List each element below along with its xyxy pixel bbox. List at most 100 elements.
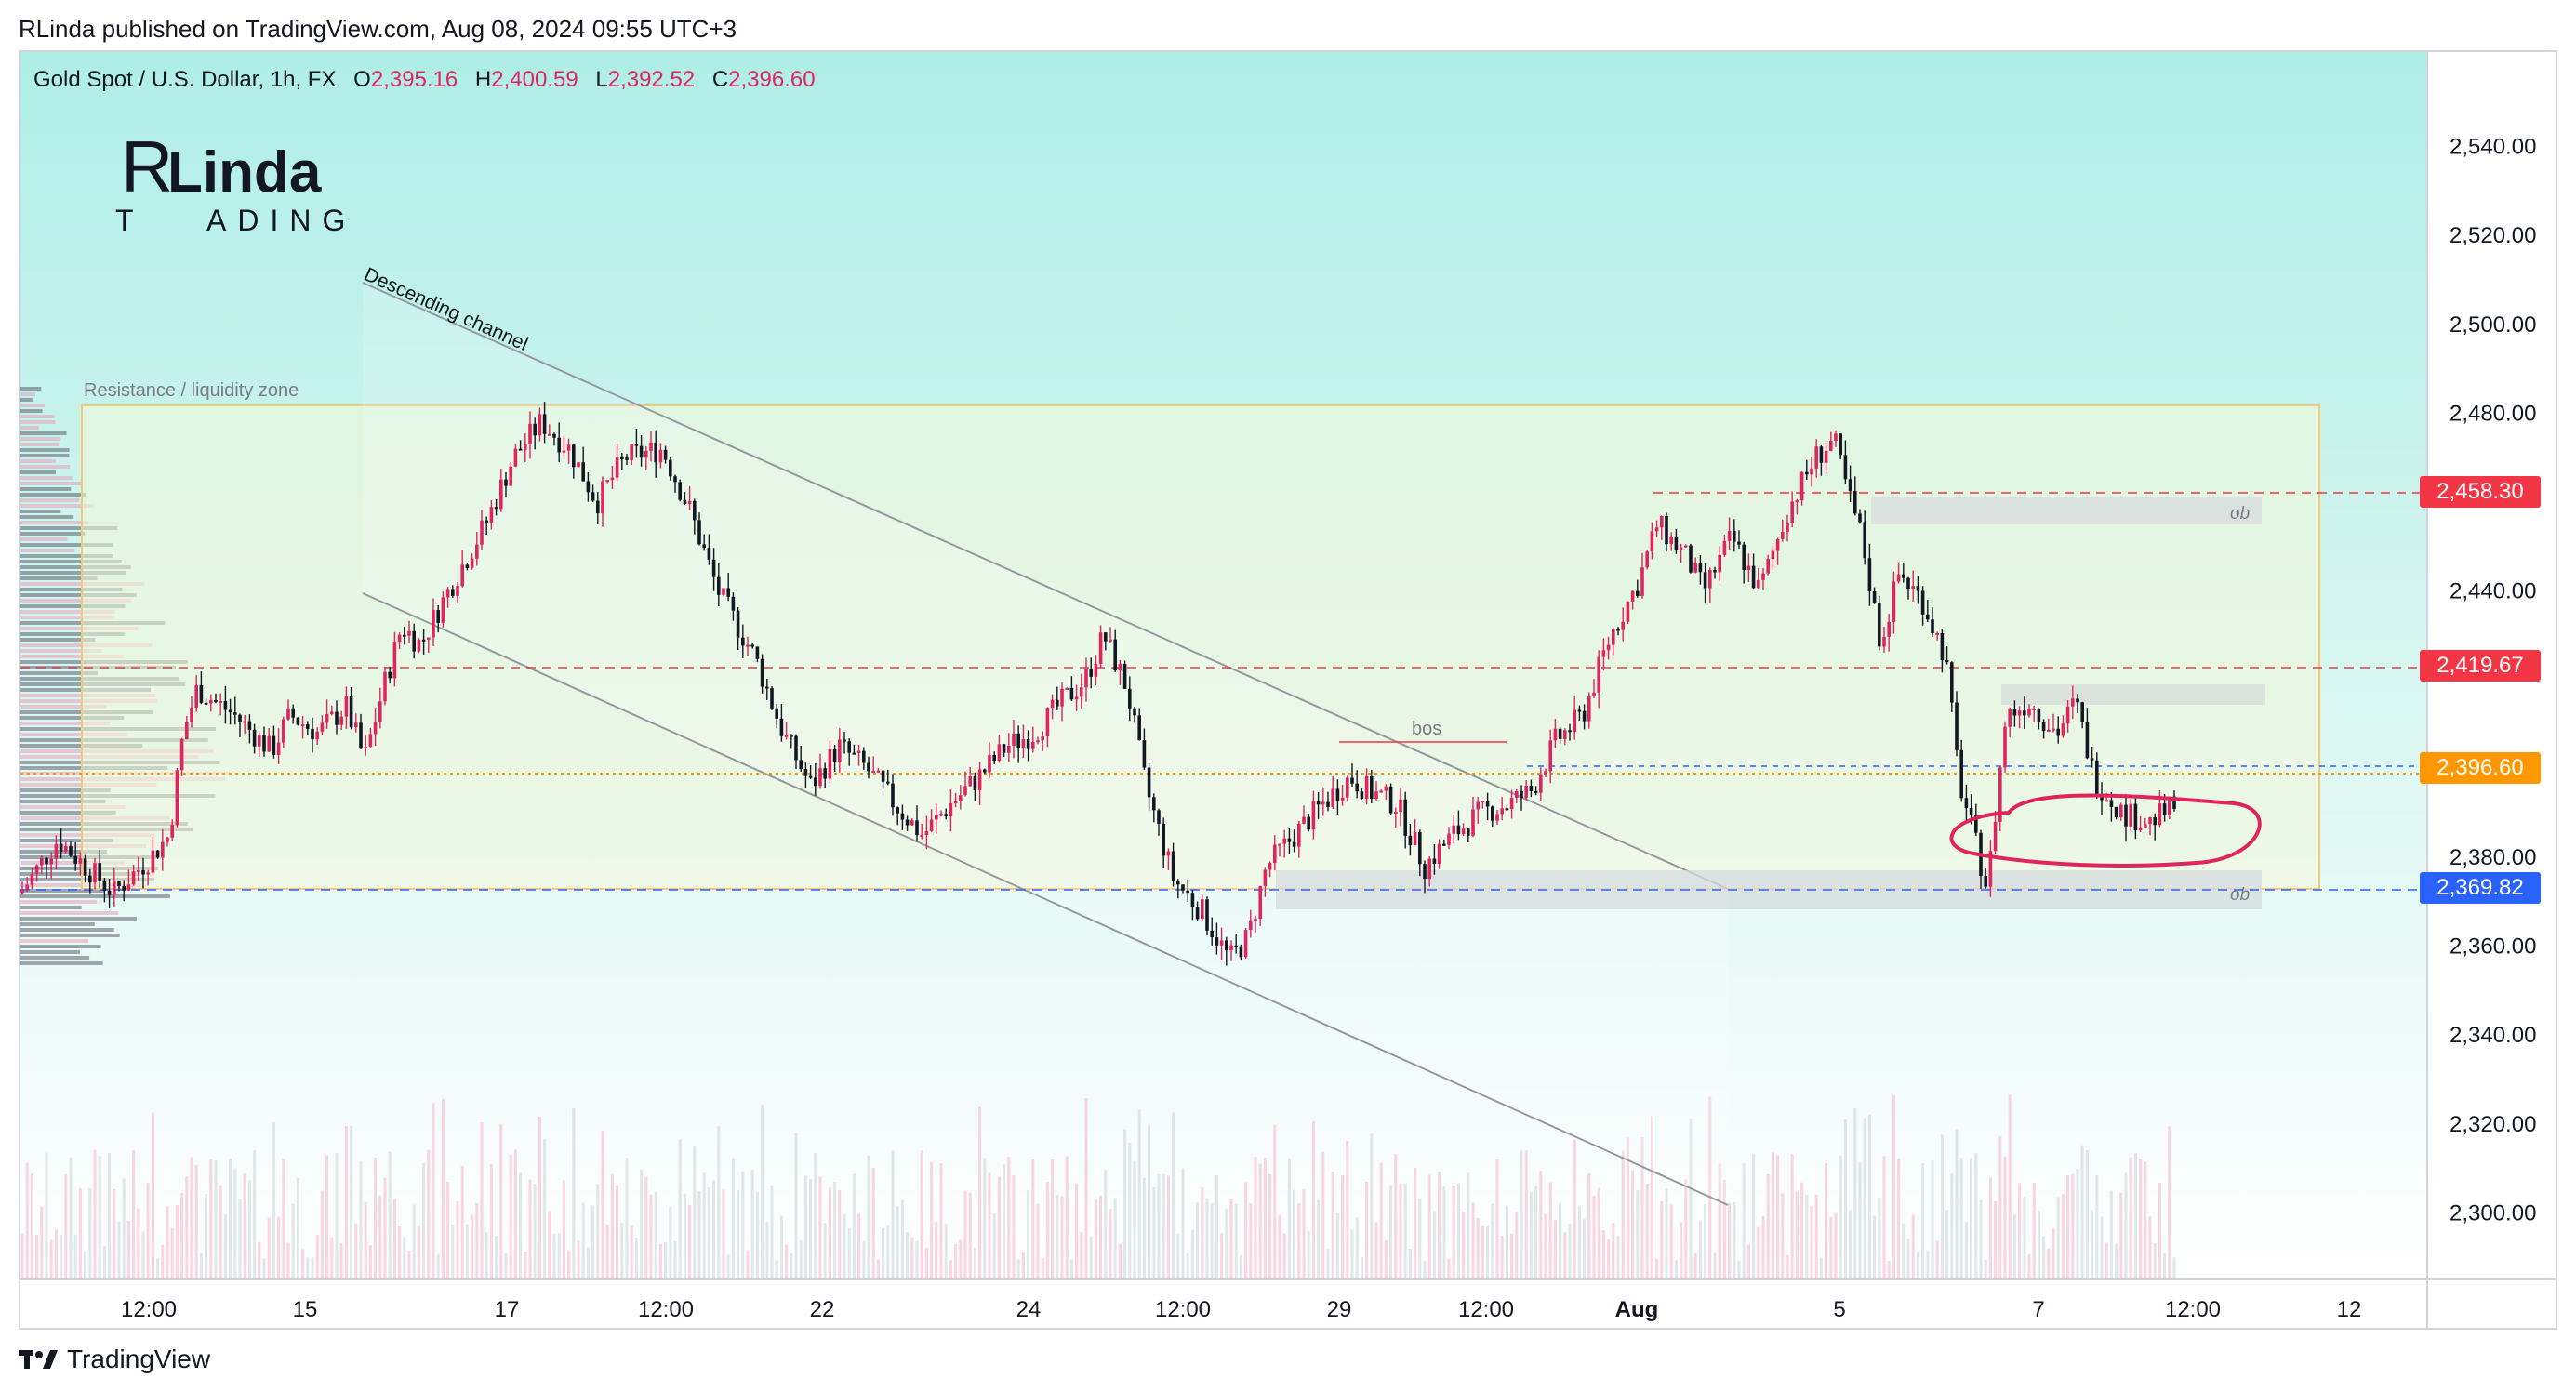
volume-bar <box>146 1183 150 1279</box>
candle-body <box>1476 801 1480 810</box>
volume-bar <box>1636 1190 1640 1279</box>
candle-body <box>1307 816 1310 830</box>
candle-body <box>1771 550 1775 559</box>
candle-body <box>644 450 648 458</box>
volume-profile-bar <box>20 526 117 530</box>
volume-bar <box>1282 1233 1286 1279</box>
candle-body <box>746 644 750 647</box>
volume-bar <box>1795 1191 1799 1279</box>
volume-profile-bar <box>20 387 42 391</box>
candle-body <box>915 820 919 836</box>
candle-body <box>1065 687 1069 690</box>
candle-body <box>1761 573 1765 580</box>
candle-body <box>2056 728 2060 736</box>
candle-body <box>1737 541 1741 545</box>
candle-body <box>1166 851 1171 856</box>
time-tick-label: 12:00 <box>1155 1297 1211 1322</box>
candle-body <box>1606 644 1611 651</box>
volume-bar <box>209 1159 213 1279</box>
price-label-2369[interactable]: 2,369.82 <box>2420 872 2541 904</box>
candle-body <box>1311 801 1316 830</box>
volume-bar <box>441 1099 445 1279</box>
price-label-last[interactable]: 2,396.60 <box>2420 752 2541 784</box>
volume-profile-bar <box>20 431 67 435</box>
volume-profile-bar <box>20 922 95 926</box>
volume-bar <box>543 1139 547 1279</box>
candle-body <box>126 884 131 891</box>
candle-body <box>2061 723 2065 736</box>
chart-pane[interactable]: Resistance / liquidity zone Descending c… <box>19 50 2557 1330</box>
candle-body <box>2065 706 2070 724</box>
candle-body <box>910 820 914 826</box>
candle-body <box>1524 786 1528 799</box>
volume-bar <box>1041 1258 1044 1279</box>
candle-body <box>881 770 885 782</box>
candle-body <box>199 684 204 703</box>
volume-bar <box>838 1189 842 1279</box>
candle-body <box>1708 569 1712 589</box>
volume-bar <box>117 1221 121 1279</box>
price-label-2458[interactable]: 2,458.30 <box>2420 476 2541 508</box>
volume-bar <box>572 1107 576 1279</box>
candle-body <box>179 739 184 771</box>
price-chart[interactable]: Resistance / liquidity zone Descending c… <box>20 52 2557 1330</box>
volume-profile-bar <box>20 476 73 480</box>
volume-bar <box>1244 1182 1248 1279</box>
volume-bar <box>339 1242 343 1279</box>
volume-bar <box>190 1157 193 1279</box>
volume-bar <box>1297 1203 1301 1279</box>
volume-bar <box>156 1258 160 1279</box>
candle-body <box>722 588 725 595</box>
volume-bar <box>1481 1225 1484 1279</box>
volume-profile-bar <box>20 543 113 547</box>
candle-body <box>1520 790 1523 799</box>
candle-body <box>1331 788 1334 807</box>
volume-bar <box>581 1202 585 1279</box>
volume-bar <box>282 1158 285 1279</box>
candle-body <box>1403 799 1407 836</box>
candle-body <box>427 637 431 640</box>
candle-body <box>300 724 305 727</box>
open-value: 2,395.16 <box>370 67 458 92</box>
volume-bar <box>141 1231 145 1279</box>
candle-body <box>64 846 68 852</box>
order-block-upper[interactable] <box>1871 497 2262 524</box>
candle-body <box>485 520 488 523</box>
time-axis[interactable]: 12:00 15 17 12:00 22 24 12:00 29 12:00 Aug 5 7 12:00… <box>121 1297 2361 1322</box>
price-axis[interactable]: 2,540.00 2,520.00 2,500.00 2,480.00 2,440.00… <box>2450 135 2536 1226</box>
candle-body <box>731 596 736 611</box>
volume-bar <box>1157 1173 1161 1279</box>
candle-body <box>1413 832 1417 846</box>
candle-body <box>403 634 406 637</box>
candle-body <box>1243 930 1248 958</box>
volume-profile-bar <box>20 420 56 424</box>
channel-lower-line[interactable] <box>362 592 1729 1206</box>
price-label-2419[interactable]: 2,419.67 <box>2420 650 2541 682</box>
channel-upper-line[interactable] <box>362 282 1729 890</box>
volume-bar <box>296 1178 299 1279</box>
candle-body <box>1887 621 1891 637</box>
candle-body <box>296 717 300 725</box>
candle-body <box>1335 788 1340 801</box>
candle-body <box>1645 551 1649 568</box>
volume-bar <box>1548 1182 1552 1279</box>
candle-body <box>1273 844 1277 864</box>
candle-body <box>146 872 150 875</box>
volume-bar <box>1906 1239 1910 1279</box>
tradingview-footer[interactable]: TradingView <box>19 1345 210 1374</box>
candle-body <box>83 858 87 876</box>
volume-bar <box>1152 1186 1156 1279</box>
order-block-mid[interactable] <box>2001 684 2265 705</box>
symbol-legend[interactable]: Gold Spot / U.S. Dollar, 1h, FX O2,395.1… <box>33 67 816 93</box>
candles <box>20 402 2176 966</box>
volume-bar <box>2133 1153 2137 1279</box>
volume-bar <box>88 1188 92 1279</box>
candle-body <box>1360 791 1364 800</box>
highlight-ellipse[interactable] <box>1949 793 2262 868</box>
volume-bar <box>828 1187 831 1279</box>
volume-bar <box>480 1122 484 1279</box>
volume-bar <box>432 1103 435 1279</box>
candle-body <box>1843 455 1848 480</box>
volume-bar <box>1553 1220 1557 1279</box>
volume-bar <box>272 1122 275 1279</box>
